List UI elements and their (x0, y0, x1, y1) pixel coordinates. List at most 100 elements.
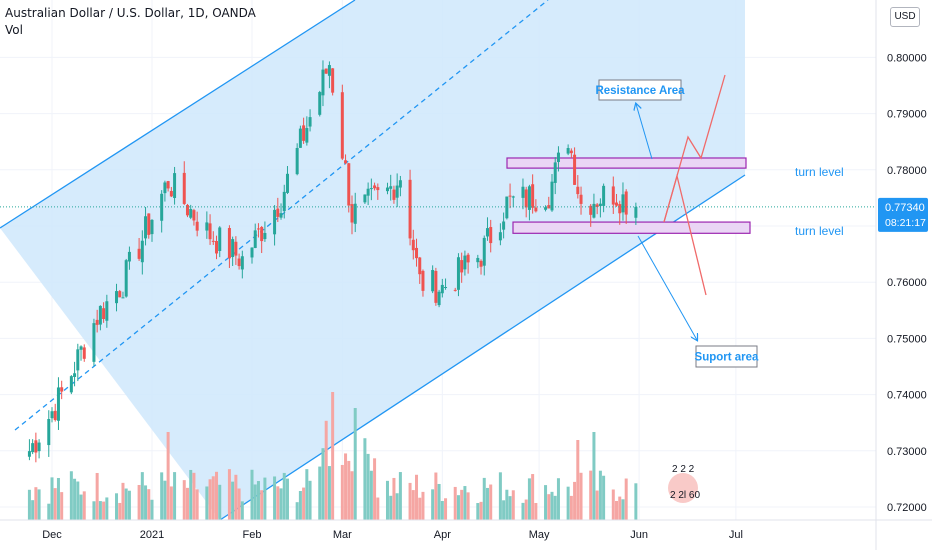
volume-bar (444, 498, 448, 520)
candle-body (95, 319, 99, 325)
candle-body (634, 206, 638, 218)
candle-body (279, 213, 283, 218)
candle-body (237, 258, 241, 267)
volume-bar (344, 453, 348, 520)
candle-body (482, 237, 486, 266)
volume-bar (466, 492, 470, 520)
candle-body (344, 160, 348, 164)
resistance-area-label-text: Resistance Area (595, 85, 685, 97)
support-zone-box[interactable] (512, 221, 751, 234)
candle-body (463, 255, 467, 270)
volume-bar (92, 501, 96, 520)
candle-body (385, 187, 389, 192)
volume-bar (276, 486, 280, 520)
volume-bar (27, 489, 31, 520)
volume-bar (169, 486, 173, 520)
candle-body (47, 418, 51, 446)
candle-body (437, 291, 441, 306)
candle-body (440, 284, 444, 294)
volume-bar (260, 490, 264, 520)
volume-bar (273, 476, 277, 520)
candle-body (273, 209, 277, 235)
volume-bar (285, 478, 289, 520)
volume-bar (363, 438, 367, 520)
volume-bar (211, 476, 215, 520)
candles (27, 60, 638, 463)
volume-bar (485, 487, 489, 520)
resistance-zone-box[interactable] (506, 157, 747, 169)
candle-body (418, 257, 422, 275)
volume-bar (118, 502, 122, 520)
volume-bar (205, 486, 209, 520)
volume-bar (624, 478, 628, 520)
candle-body (102, 308, 106, 320)
volume-bar (218, 484, 222, 520)
volume-bar (376, 497, 380, 520)
volume-bar (602, 475, 606, 520)
volume-bar (166, 432, 170, 520)
candle-body (76, 349, 80, 371)
candle-body (318, 92, 322, 115)
volume-bar (69, 471, 73, 520)
time-tick-label: Apr (434, 529, 451, 541)
volume-badge-top: 2 2 2 (672, 464, 695, 475)
price-tick-label: 0.72000 (887, 502, 927, 514)
candle-body (511, 196, 515, 198)
volume-bar (534, 502, 538, 520)
symbol-title: Australian Dollar / U.S. Dollar, 1D, OAN… (5, 6, 256, 20)
candle-body (534, 207, 538, 212)
volume-bar (556, 478, 560, 520)
candle-body (592, 203, 596, 218)
candle-body (295, 147, 299, 175)
candle-body (256, 228, 260, 230)
volume-badge-icon (668, 473, 698, 503)
volume-bar (521, 502, 525, 520)
candle-body (169, 190, 173, 197)
volume-legend: Vol (5, 23, 23, 37)
candle-body (395, 185, 399, 198)
candle-body (211, 240, 215, 242)
volume-bar (573, 481, 577, 520)
candle-body (340, 92, 344, 159)
candle-body (421, 270, 425, 291)
time-tick-label: Jun (630, 529, 648, 541)
volume-bar (531, 474, 535, 520)
ascending-channel[interactable] (0, 0, 745, 520)
volume-bar (576, 440, 580, 520)
volume-bar (105, 497, 109, 520)
volume-bar (195, 489, 199, 520)
volume-bar (137, 484, 141, 520)
price-tick-label: 0.76000 (887, 277, 927, 289)
price-tick-label: 0.75000 (887, 333, 927, 345)
candle-body (234, 241, 238, 256)
volume-bar (389, 495, 393, 520)
volume-bar (418, 497, 422, 520)
candle-body (618, 204, 622, 214)
candle-body (98, 305, 102, 325)
volume-bar (524, 499, 528, 520)
volume-bar (634, 483, 638, 520)
resistance-pointer-arrow (636, 104, 653, 160)
volume-bar (237, 488, 241, 520)
candle-body (79, 346, 83, 350)
candle-body (444, 286, 448, 288)
volume-bar (263, 477, 267, 520)
volume-bar (215, 471, 219, 520)
volume-bar (440, 501, 444, 520)
candle-body (598, 203, 602, 207)
candle-body (308, 117, 312, 127)
candle-body (576, 186, 580, 195)
candle-body (431, 270, 435, 292)
volume-bar (163, 480, 167, 520)
candle-body (373, 185, 377, 189)
candle-body (173, 173, 177, 199)
channel-upper-line[interactable] (0, 0, 356, 229)
candle-body (150, 219, 154, 235)
price-tick-label: 0.73000 (887, 446, 927, 458)
candle-body (195, 221, 199, 231)
volume-bar (621, 499, 625, 520)
candle-body (105, 301, 109, 321)
currency-button[interactable]: USD (890, 7, 920, 27)
volume-bar (508, 496, 512, 520)
